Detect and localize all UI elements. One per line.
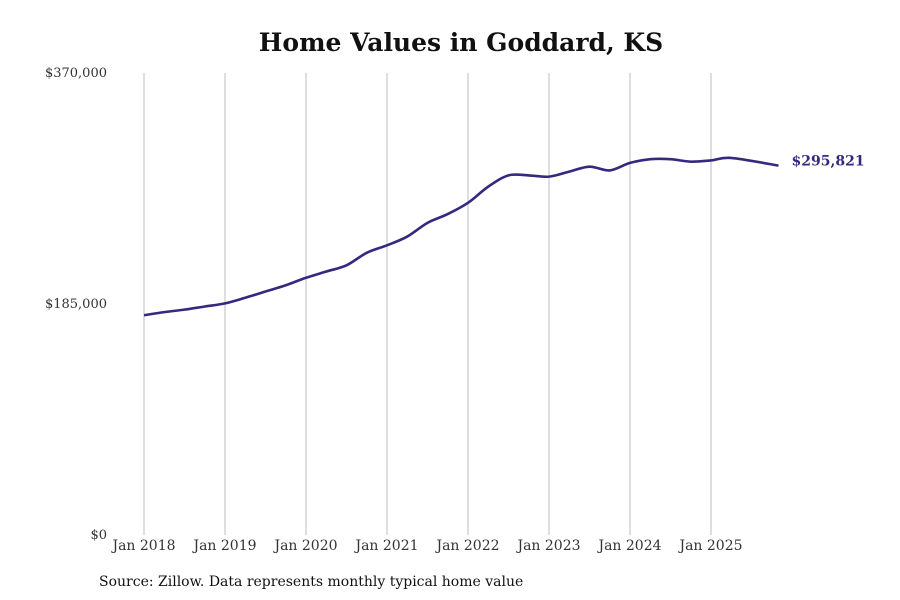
x-tick-label: Jan 2022	[434, 538, 499, 554]
y-axis-ticks: $0 $185,000 $370,000	[45, 66, 107, 543]
y-tick-label: $370,000	[45, 66, 107, 81]
x-tick-label: Jan 2021	[353, 538, 418, 554]
x-tick-label: Jan 2020	[272, 538, 337, 554]
series-line	[143, 156, 779, 317]
series-layer	[143, 156, 779, 317]
y-tick-label: $0	[90, 528, 107, 543]
x-tick-label: Jan 2023	[515, 538, 580, 554]
x-tick-label: Jan 2024	[596, 538, 661, 554]
chart-title: Home Values in Goddard, KS	[258, 28, 664, 57]
end-value-label: $295,821	[792, 154, 865, 170]
x-tick-label: Jan 2019	[191, 538, 256, 554]
x-tick-label: Jan 2025	[677, 538, 742, 554]
y-tick-label: $185,000	[45, 297, 107, 312]
source-note: Source: Zillow. Data represents monthly …	[99, 574, 524, 590]
x-tick-label: Jan 2018	[110, 538, 175, 554]
x-axis-ticks: Jan 2018 Jan 2019 Jan 2020 Jan 2021 Jan 2022…	[110, 538, 742, 554]
grid-lines	[143, 73, 712, 535]
